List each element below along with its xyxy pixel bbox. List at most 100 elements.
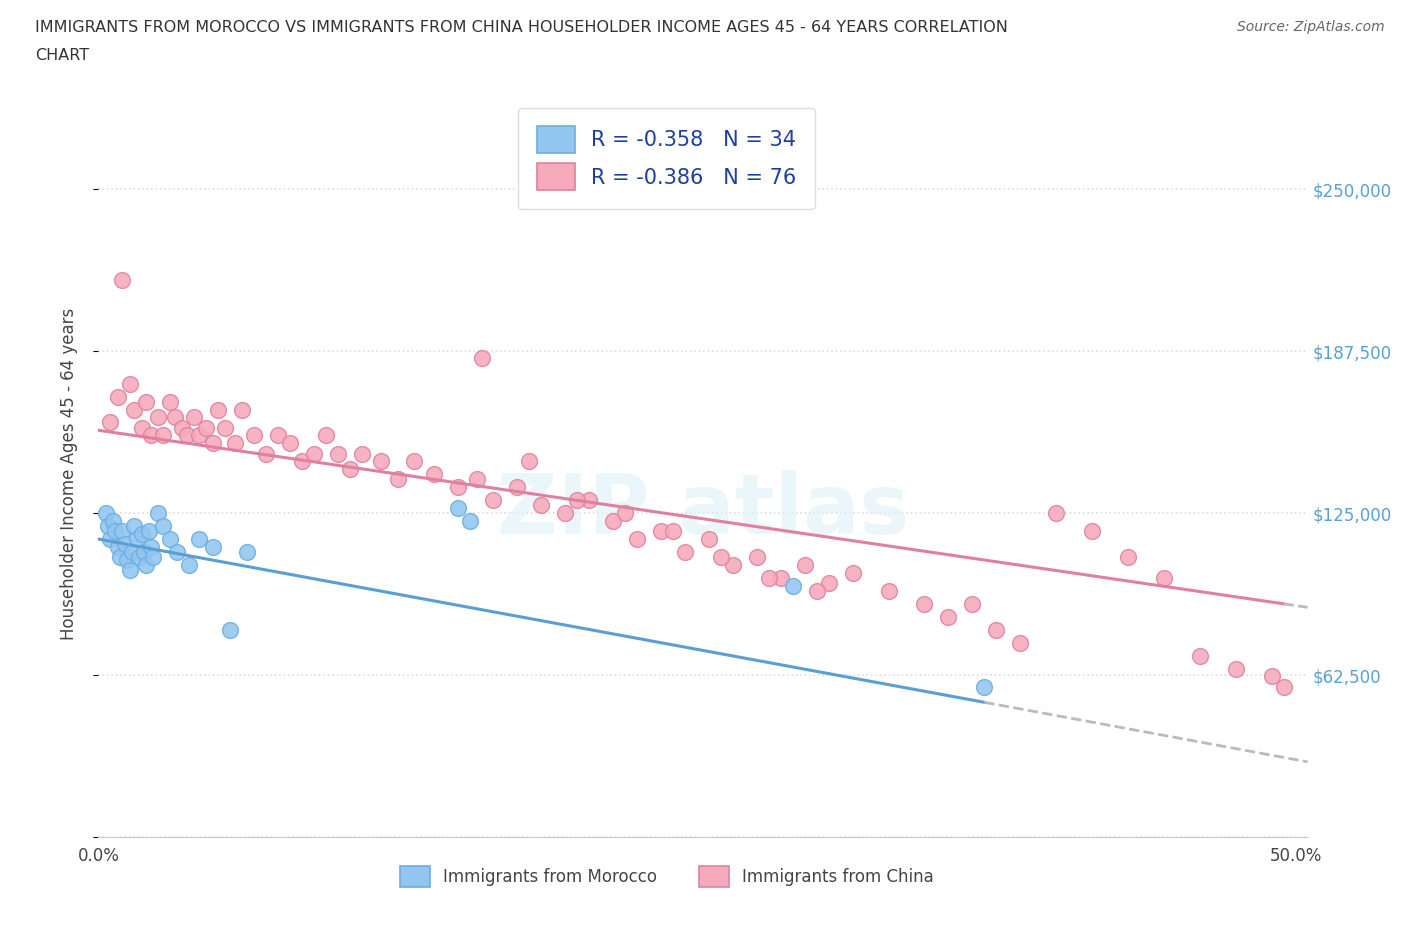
Point bbox=[131, 420, 153, 435]
Point bbox=[166, 545, 188, 560]
Point bbox=[179, 558, 201, 573]
Point bbox=[1116, 550, 1139, 565]
Point bbox=[782, 578, 804, 593]
Point bbox=[387, 472, 409, 487]
Point bbox=[339, 461, 361, 476]
Point bbox=[567, 493, 589, 508]
Point bbox=[94, 506, 117, 521]
Point bbox=[152, 428, 174, 443]
Point bbox=[806, 583, 828, 598]
Point bbox=[139, 428, 162, 443]
Point bbox=[506, 480, 529, 495]
Point bbox=[125, 532, 148, 547]
Point bbox=[118, 377, 141, 392]
Point bbox=[626, 532, 648, 547]
Text: CHART: CHART bbox=[35, 48, 89, 63]
Point bbox=[817, 576, 839, 591]
Point bbox=[465, 472, 488, 487]
Point bbox=[231, 402, 253, 417]
Point bbox=[124, 519, 146, 534]
Point bbox=[986, 622, 1008, 637]
Point bbox=[114, 537, 136, 551]
Point bbox=[135, 394, 157, 409]
Point bbox=[100, 532, 122, 547]
Point bbox=[482, 493, 505, 508]
Point bbox=[214, 420, 236, 435]
Point bbox=[172, 420, 194, 435]
Point bbox=[132, 545, 155, 560]
Point bbox=[326, 446, 349, 461]
Point bbox=[370, 454, 392, 469]
Point bbox=[530, 498, 553, 512]
Point bbox=[159, 394, 181, 409]
Point bbox=[108, 550, 131, 565]
Point bbox=[138, 524, 160, 538]
Legend: Immigrants from Morocco, Immigrants from China: Immigrants from Morocco, Immigrants from… bbox=[394, 859, 941, 894]
Point bbox=[291, 454, 314, 469]
Point bbox=[302, 446, 325, 461]
Point bbox=[1045, 506, 1067, 521]
Point bbox=[267, 428, 290, 443]
Point bbox=[446, 500, 468, 515]
Point bbox=[914, 596, 936, 611]
Point bbox=[578, 493, 600, 508]
Point bbox=[207, 402, 229, 417]
Point bbox=[602, 513, 624, 528]
Point bbox=[111, 272, 134, 287]
Point bbox=[176, 428, 198, 443]
Point bbox=[118, 563, 141, 578]
Point bbox=[254, 446, 277, 461]
Point bbox=[188, 428, 211, 443]
Point bbox=[1260, 669, 1282, 684]
Point bbox=[159, 532, 181, 547]
Point bbox=[1153, 570, 1175, 585]
Point bbox=[315, 428, 337, 443]
Point bbox=[104, 524, 127, 538]
Point bbox=[758, 570, 780, 585]
Point bbox=[938, 609, 960, 624]
Point bbox=[614, 506, 637, 521]
Point bbox=[100, 415, 122, 430]
Point bbox=[745, 550, 768, 565]
Point bbox=[1225, 661, 1247, 676]
Point bbox=[697, 532, 720, 547]
Point bbox=[97, 519, 120, 534]
Point bbox=[121, 545, 143, 560]
Point bbox=[131, 526, 153, 541]
Point bbox=[142, 550, 165, 565]
Point bbox=[721, 558, 744, 573]
Point bbox=[554, 506, 576, 521]
Point bbox=[1272, 679, 1295, 694]
Y-axis label: Householder Income Ages 45 - 64 years: Householder Income Ages 45 - 64 years bbox=[59, 308, 77, 641]
Point bbox=[662, 524, 685, 538]
Point bbox=[422, 467, 444, 482]
Point bbox=[188, 532, 211, 547]
Point bbox=[650, 524, 672, 538]
Point bbox=[219, 622, 242, 637]
Point bbox=[404, 454, 426, 469]
Point bbox=[224, 436, 246, 451]
Point bbox=[278, 436, 301, 451]
Text: IMMIGRANTS FROM MOROCCO VS IMMIGRANTS FROM CHINA HOUSEHOLDER INCOME AGES 45 - 64: IMMIGRANTS FROM MOROCCO VS IMMIGRANTS FR… bbox=[35, 20, 1008, 35]
Point bbox=[470, 351, 492, 365]
Point bbox=[458, 513, 481, 528]
Point bbox=[877, 583, 900, 598]
Point bbox=[973, 679, 995, 694]
Point bbox=[128, 550, 150, 565]
Text: Source: ZipAtlas.com: Source: ZipAtlas.com bbox=[1237, 20, 1385, 34]
Point bbox=[115, 552, 138, 567]
Point bbox=[107, 539, 129, 554]
Point bbox=[841, 565, 863, 580]
Point bbox=[139, 539, 162, 554]
Point bbox=[148, 506, 170, 521]
Point bbox=[350, 446, 373, 461]
Point bbox=[183, 410, 205, 425]
Point bbox=[673, 545, 696, 560]
Point bbox=[135, 558, 157, 573]
Point bbox=[243, 428, 266, 443]
Point bbox=[163, 410, 186, 425]
Point bbox=[124, 402, 146, 417]
Point bbox=[202, 539, 225, 554]
Point bbox=[1081, 524, 1104, 538]
Point bbox=[101, 513, 124, 528]
